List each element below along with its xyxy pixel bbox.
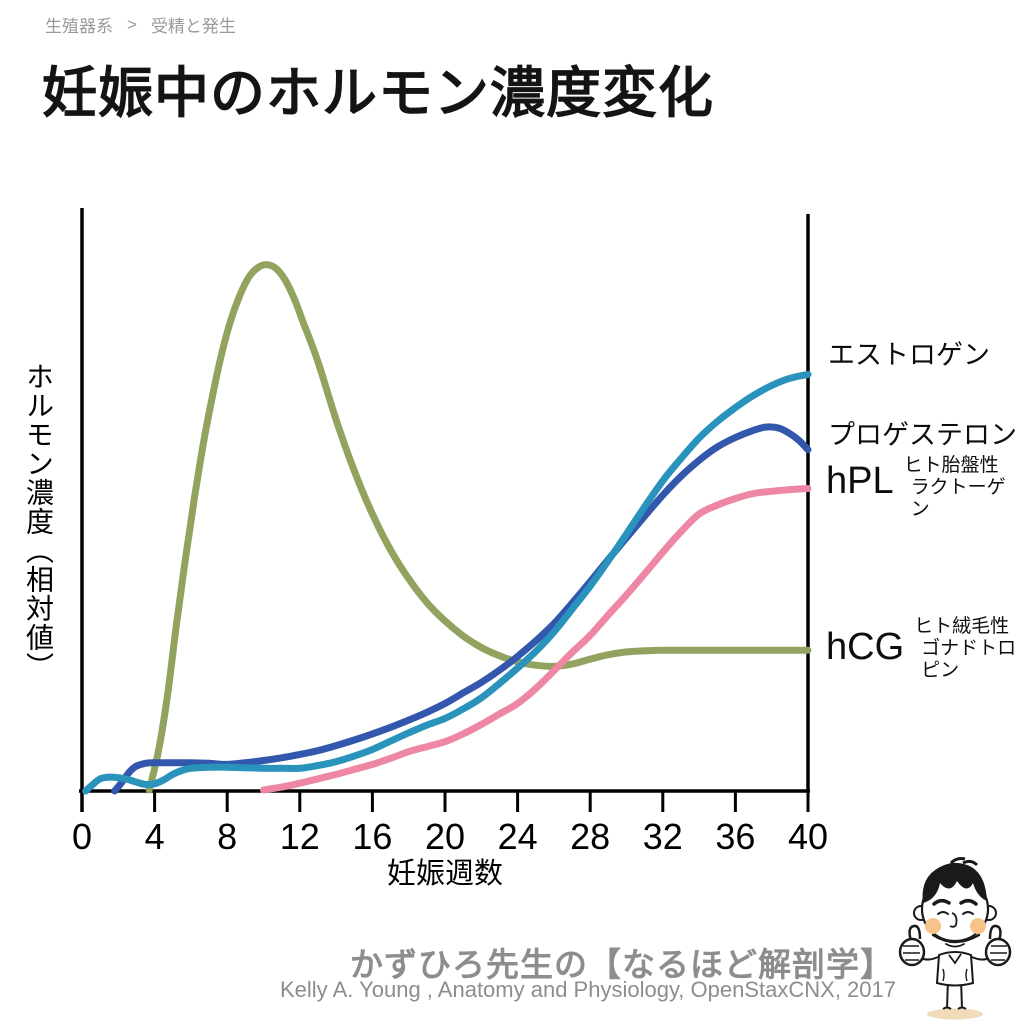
hcg-full-name: ヒト絨毛性 ゴナドトロピン	[914, 616, 1024, 682]
breadcrumb-section[interactable]: 生殖器系	[45, 17, 113, 36]
footer-brand: かずひろ先生の【なるほど解剖学】	[350, 946, 894, 983]
series-label-progesterone: プロゲステロン	[828, 420, 1017, 450]
hpl-full-name-line1: ヒト胎盤性	[903, 455, 999, 476]
footer-credit: Kelly A. Young , Anatomy and Physiology,…	[280, 977, 896, 1002]
mascot-cheek-right	[970, 918, 986, 934]
series-line-estrogen	[82, 370, 812, 795]
hpl-full-name-line2: ラクトーゲン	[910, 477, 1006, 520]
breadcrumb-subsection[interactable]: 受精と発生	[150, 17, 236, 36]
mascot-hair	[922, 862, 987, 903]
mascot-illustration	[898, 857, 1012, 1020]
series-label-hcg: hCG ヒト絨毛性 ゴナドトロピン	[826, 616, 1024, 682]
thumbs-up-right	[984, 924, 1012, 967]
series-line-hpl	[260, 485, 812, 794]
thumbs-up-left	[898, 924, 926, 967]
mascot-shadow	[927, 1008, 983, 1020]
series-label-hpl: hPL ヒト胎盤性 ラクトーゲン	[826, 455, 1024, 521]
hpl-abbreviation: hPL	[826, 460, 894, 502]
breadcrumb: 生殖器系 > 受精と発生	[45, 12, 236, 37]
x-axis-label: 妊娠週数	[386, 858, 503, 890]
hpl-full-name: ヒト胎盤性 ラクトーゲン	[904, 455, 1024, 521]
series-line-progesterone	[111, 423, 812, 795]
series-line-hcg	[145, 261, 812, 794]
hcg-abbreviation: hCG	[826, 626, 905, 668]
breadcrumb-separator-icon: >	[127, 14, 137, 34]
y-axis-label: ホルモン濃度（相対値）	[23, 362, 54, 681]
hcg-full-name-line1: ヒト絨毛性	[914, 616, 1010, 637]
series-label-estrogen: エストロゲン	[828, 340, 990, 370]
page-title: 妊娠中のホルモン濃度変化	[42, 62, 715, 124]
hcg-full-name-line2: ゴナドトロピン	[921, 638, 1017, 681]
chart-axes	[79, 208, 810, 812]
mascot-cheek-left	[925, 918, 941, 934]
